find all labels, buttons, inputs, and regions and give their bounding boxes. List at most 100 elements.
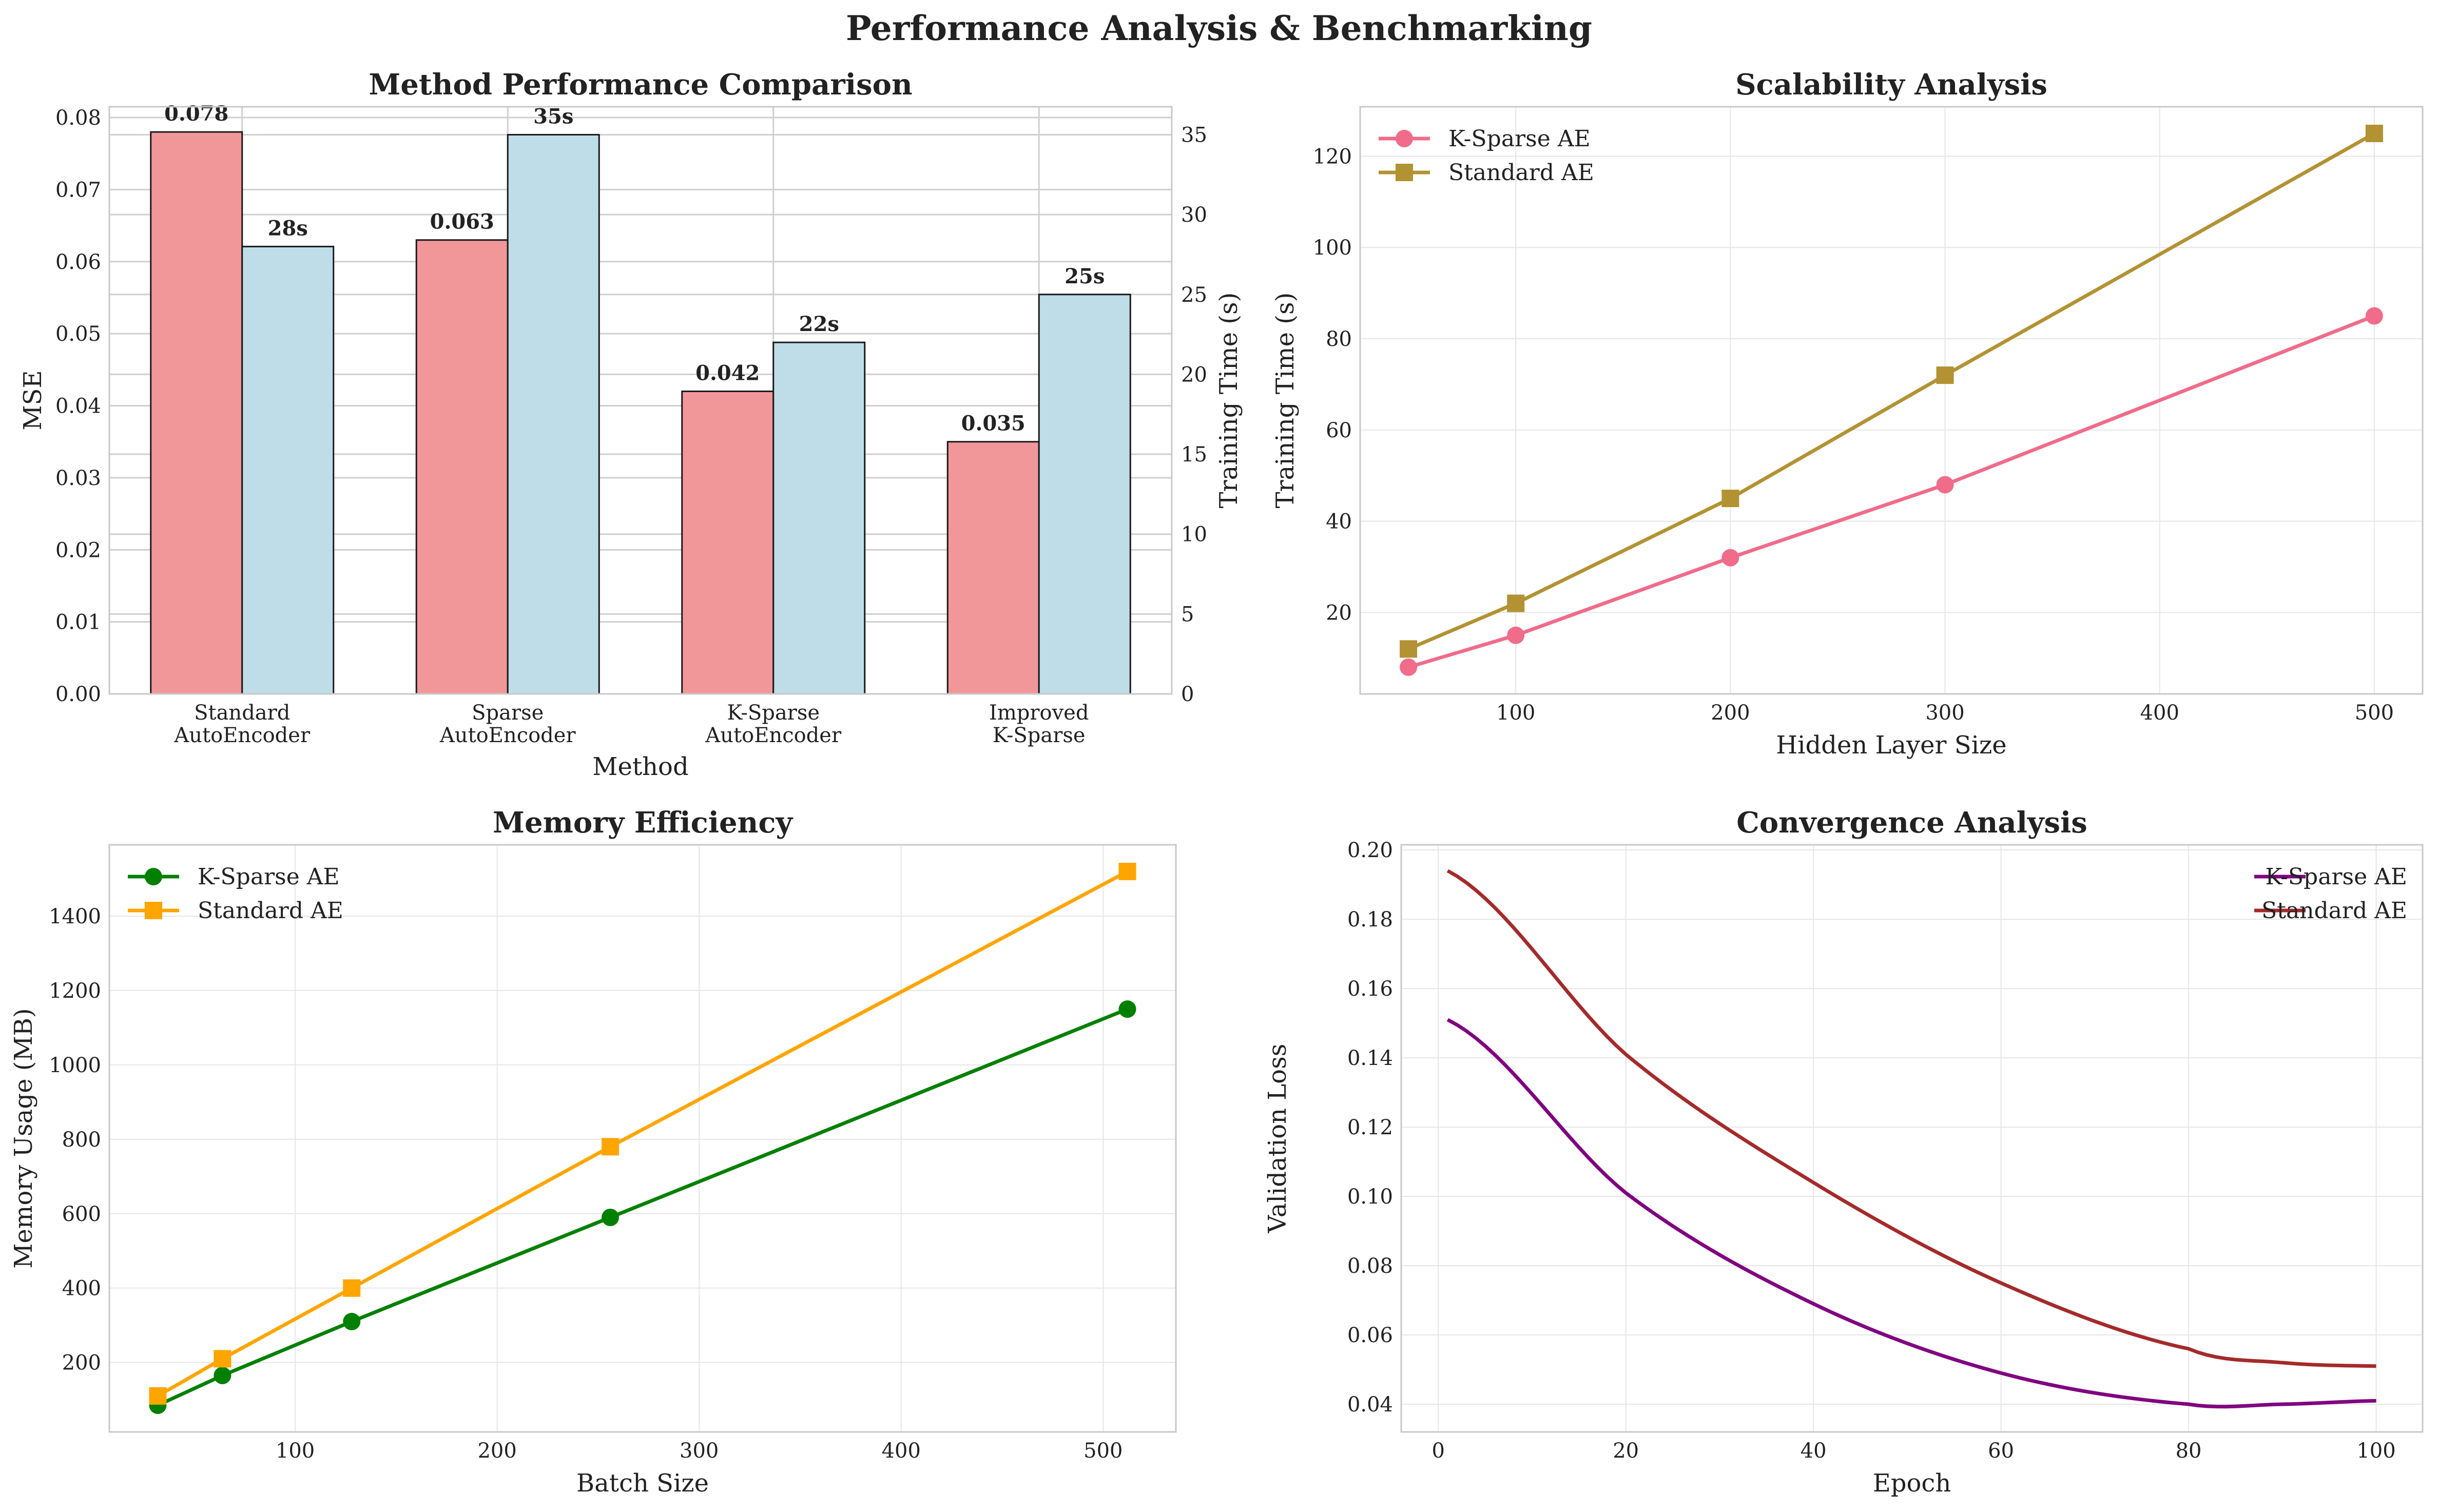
x-tick-label: 200: [1711, 701, 1750, 725]
x-tick-label: 400: [2140, 701, 2179, 725]
chart-title: Convergence Analysis: [1736, 806, 2087, 840]
bar-mse: [150, 131, 243, 695]
legend-marker: [145, 902, 162, 919]
data-point: [343, 1279, 361, 1297]
y-tick-label: 0.04: [1347, 1393, 1393, 1417]
legend-label: K-Sparse AE: [198, 864, 340, 890]
y-right-axis-label: Training Time (s): [1214, 293, 1243, 509]
bar-mse: [415, 239, 509, 695]
bar-mse-label: 0.035: [961, 412, 1025, 436]
y-tick-label: 100: [1313, 236, 1352, 260]
y-right-tick-label: 10: [1181, 523, 1207, 547]
y-tick-label: 0.08: [1347, 1254, 1393, 1278]
x-tick-label: 500: [1083, 1439, 1123, 1463]
x-tick-label: K-Sparse: [993, 724, 1086, 747]
y-tick-label: 0.01: [55, 611, 101, 634]
x-axis-label: Epoch: [1873, 1469, 1951, 1498]
legend-label: Standard AE: [2261, 898, 2407, 924]
x-tick-label: 100: [2356, 1439, 2395, 1463]
x-tick-label: K-Sparse: [727, 701, 820, 725]
y-tick-label: 0.02: [55, 538, 101, 562]
series-line: [157, 1007, 1128, 1407]
y-axis-label: Memory Usage (MB): [9, 1008, 38, 1268]
panel-convergence-analysis: 0 20 40 60 80 100 0.04 0.06 0.08 0.10 0.12 0.14 0.16…: [1263, 806, 2424, 1498]
y-tick-label: 0.20: [1347, 839, 1393, 862]
data-point: [343, 1312, 361, 1330]
bar-training-time-label: 25s: [1065, 264, 1105, 288]
series-line: [1446, 869, 2376, 1368]
x-tick-label: Standard: [194, 701, 290, 725]
data-point: [214, 1350, 231, 1368]
chart-title: Method Performance Comparison: [369, 68, 912, 102]
x-axis-label: Method: [592, 752, 688, 781]
data-point: [1118, 1000, 1136, 1018]
legend: K-Sparse AE Standard AE: [128, 864, 343, 924]
x-tick-label: 200: [477, 1439, 516, 1463]
y-axis-label: Training Time (s): [1271, 293, 1300, 509]
series-line: [157, 869, 1129, 1398]
x-tick-label: 80: [2176, 1439, 2202, 1463]
data-point: [1507, 626, 1525, 644]
bar-mse: [946, 441, 1040, 695]
bar-training-time: [772, 341, 866, 695]
y-axis-label: Validation Loss: [1263, 1044, 1292, 1234]
x-tick-label: 300: [680, 1439, 719, 1463]
series-line: [1446, 1018, 2376, 1409]
data-point: [1507, 594, 1525, 612]
y-tick-label: 0.00: [55, 683, 101, 706]
legend-label: K-Sparse AE: [1448, 126, 1591, 152]
y-tick-label: 0.08: [55, 106, 101, 130]
y-tick-label: 0.12: [1347, 1116, 1393, 1139]
chart-title: Memory Efficiency: [493, 806, 793, 840]
y-tick-label: 200: [62, 1351, 101, 1375]
plot-frame: [108, 106, 1173, 695]
y-tick-label: 0.10: [1347, 1185, 1393, 1209]
x-tick-label: 400: [882, 1439, 921, 1463]
bar-training-time: [1038, 294, 1131, 695]
bar-mse-label: 0.078: [164, 102, 228, 126]
panel-memory-efficiency: 100 200 300 400 500 200 400 600 800 1000 1200 1400 M…: [9, 806, 1177, 1498]
legend-marker: [1396, 130, 1413, 147]
plot-frame: [1400, 844, 2424, 1433]
data-point: [1400, 640, 1418, 658]
data-point: [602, 1138, 620, 1156]
y-right-tick-label: 20: [1181, 363, 1207, 386]
legend-marker: [145, 868, 162, 885]
bar-mse-label: 0.042: [695, 361, 760, 385]
legend-label: Standard AE: [1448, 160, 1594, 186]
data-point: [1400, 658, 1418, 676]
x-tick-label: 100: [276, 1439, 315, 1463]
y-axis-label: MSE: [18, 370, 47, 430]
bar-training-time-label: 28s: [268, 216, 308, 240]
data-point: [2365, 307, 2383, 325]
y-tick-label: 120: [1313, 145, 1352, 168]
y-right-tick-label: 5: [1181, 603, 1194, 626]
y-right-tick-label: 35: [1181, 123, 1207, 147]
x-tick-label: AutoEncoder: [173, 724, 311, 747]
data-point: [1936, 366, 1954, 384]
data-point: [214, 1367, 231, 1385]
y-tick-label: 600: [62, 1203, 101, 1226]
bar-mse-label: 0.063: [430, 210, 494, 234]
legend: K-Sparse AE Standard AE: [1379, 126, 1594, 186]
data-point: [2365, 125, 2383, 142]
bar-training-time-label: 22s: [799, 312, 839, 336]
x-tick-label: 60: [1988, 1439, 2014, 1463]
data-point: [1721, 549, 1739, 567]
legend-label: Standard AE: [198, 898, 343, 924]
plot-frame: [108, 844, 1177, 1433]
y-tick-label: 0.07: [55, 178, 101, 202]
y-tick-label: 0.16: [1347, 977, 1393, 1001]
data-point: [1721, 490, 1739, 508]
bar-training-time-label: 35s: [533, 104, 573, 128]
y-tick-label: 0.05: [55, 322, 101, 346]
x-tick-label: 300: [1925, 701, 1964, 725]
plot-frame: [1359, 106, 2424, 695]
y-tick-label: 0.03: [55, 467, 101, 490]
y-right-tick-label: 15: [1181, 443, 1207, 467]
y-tick-label: 0.18: [1347, 908, 1393, 932]
x-tick-label: 0: [1431, 1439, 1444, 1463]
figure-suptitle: Performance Analysis & Benchmarking: [846, 8, 1592, 48]
